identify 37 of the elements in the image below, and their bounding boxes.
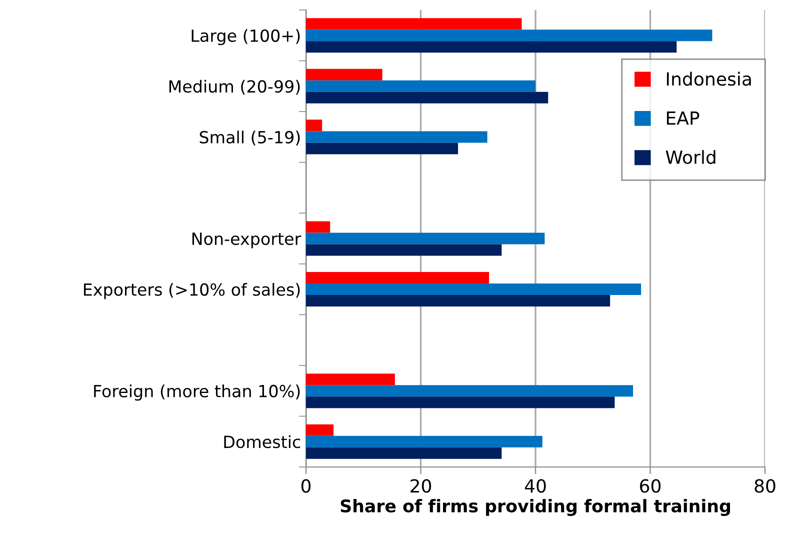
legend-label: World — [666, 150, 716, 164]
x-tick-label: 20 — [410, 479, 432, 493]
bar — [306, 374, 395, 386]
bar — [306, 142, 458, 154]
bar — [306, 18, 522, 30]
bar — [306, 120, 322, 132]
bar — [306, 424, 334, 436]
y-tick-label: Large (100+) — [192, 29, 300, 46]
bar — [306, 92, 548, 104]
y-tick-label: Medium (20-99) — [169, 80, 300, 95]
y-tick-label: Domestic — [224, 435, 300, 448]
bar — [306, 272, 490, 284]
x-tick-label: 40 — [524, 479, 546, 493]
bar — [306, 447, 502, 459]
y-tick-label: Exporters (>10% of sales) — [84, 282, 300, 300]
bar — [306, 396, 615, 408]
x-tick-label: 80 — [754, 479, 776, 493]
x-axis-title: Share of firms providing formal training — [340, 499, 730, 516]
bar — [306, 244, 502, 256]
bar — [306, 131, 488, 143]
bar — [306, 284, 642, 296]
bar — [306, 68, 382, 80]
bar — [306, 41, 677, 53]
bar — [306, 295, 610, 307]
legend-label: Indonesia — [666, 72, 751, 86]
legend-label: EAP — [666, 112, 700, 125]
bar — [306, 385, 634, 397]
bar — [306, 232, 545, 244]
y-tick-label: Foreign (more than 10%) — [94, 384, 300, 401]
x-tick-label: 0 — [301, 479, 311, 493]
bar — [306, 30, 712, 42]
bar — [306, 221, 330, 233]
y-tick-label: Non-exporter — [192, 232, 302, 248]
y-tick-label: Small (5-19) — [200, 130, 300, 146]
bar — [306, 80, 536, 92]
x-tick-label: 60 — [640, 479, 661, 493]
bar — [306, 436, 542, 448]
